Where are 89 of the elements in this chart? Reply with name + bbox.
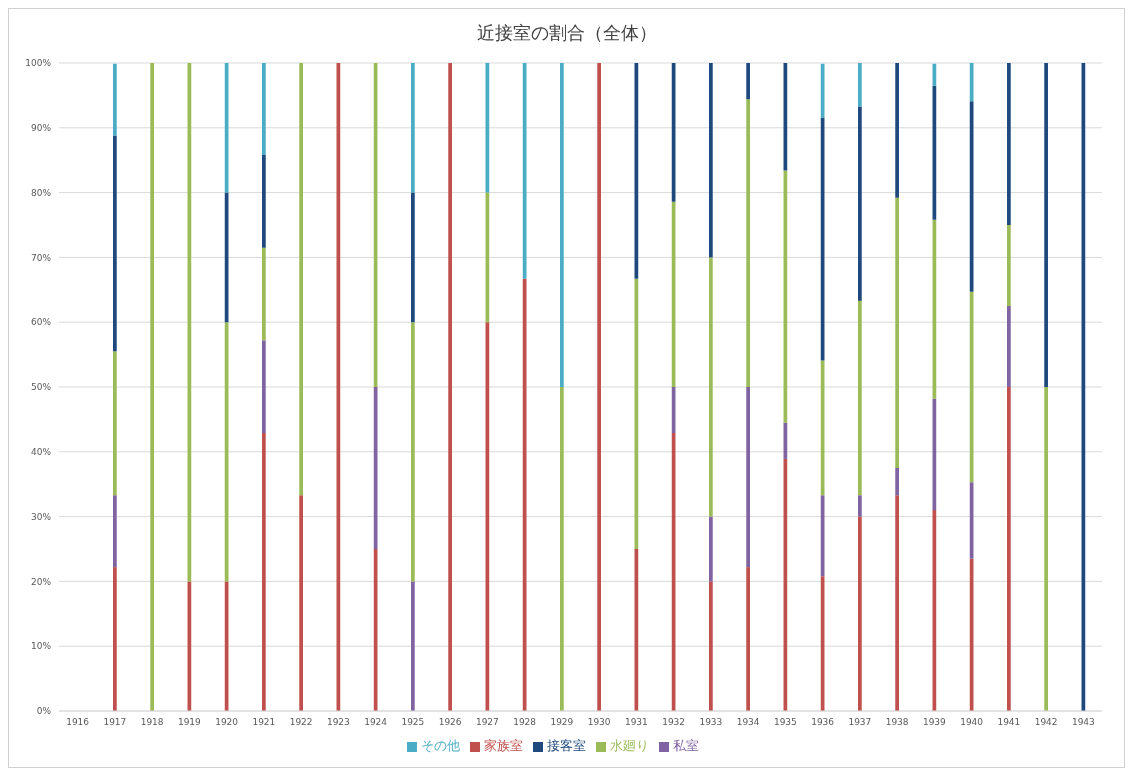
bar	[858, 495, 862, 517]
bar	[1044, 63, 1048, 387]
y-tick-label: 30%	[30, 511, 52, 522]
x-tick-label: 1926	[438, 717, 462, 728]
bar	[746, 387, 750, 568]
bar	[150, 63, 154, 711]
bar	[858, 106, 862, 301]
bar	[411, 63, 415, 193]
y-tick-label: 70%	[30, 252, 52, 263]
x-tick-label: 1928	[513, 717, 537, 728]
bar	[1007, 306, 1011, 387]
bar	[597, 63, 601, 711]
x-tick-label: 1929	[550, 717, 574, 728]
bar	[709, 63, 713, 258]
bar	[709, 516, 713, 582]
x-tick-label: 1919	[177, 717, 202, 728]
bar	[448, 63, 452, 711]
bar	[709, 581, 713, 711]
y-tick-label: 60%	[30, 317, 52, 328]
x-tick-label: 1933	[699, 717, 723, 728]
bar	[113, 63, 117, 136]
x-tick-label: 1940	[960, 717, 984, 728]
bar	[113, 567, 117, 711]
bar	[262, 63, 266, 156]
x-tick-label: 1932	[662, 717, 686, 728]
x-tick-label: 1941	[997, 717, 1021, 728]
x-tick-label: 1922	[289, 717, 313, 728]
y-tick-label: 100%	[25, 58, 52, 69]
x-tick-label: 1939	[922, 717, 947, 728]
x-tick-label: 1942	[1034, 717, 1058, 728]
legend-label: 家族室	[483, 738, 523, 753]
x-tick-label: 1924	[364, 717, 388, 728]
x-tick-label: 1938	[885, 717, 909, 728]
y-tick-label: 20%	[30, 576, 52, 587]
x-tick-label: 1921	[252, 717, 276, 728]
y-tick-label: 80%	[30, 187, 52, 198]
x-tick-label: 1918	[140, 717, 164, 728]
bar	[895, 468, 899, 496]
x-tick-label: 1925	[401, 717, 425, 728]
y-tick-label: 0%	[36, 706, 52, 717]
x-tick-label: 1936	[811, 717, 835, 728]
bar	[1007, 387, 1011, 711]
bar	[113, 351, 117, 496]
bar	[262, 433, 266, 711]
bar	[299, 63, 303, 496]
bar	[1044, 387, 1048, 711]
legend-label: その他	[420, 738, 460, 753]
bar	[299, 495, 303, 711]
bar	[746, 63, 750, 100]
bar	[858, 63, 862, 107]
legend-label: 私室	[672, 738, 699, 753]
legend-label: 接客室	[546, 738, 586, 753]
x-tick-label: 1943	[1071, 717, 1095, 728]
bar	[709, 257, 713, 517]
y-tick-label: 10%	[30, 641, 52, 652]
bar	[411, 322, 415, 582]
bar	[895, 197, 899, 468]
bar	[858, 516, 862, 711]
bar	[262, 155, 266, 248]
x-tick-label: 1937	[848, 717, 872, 728]
x-tick-label: 1916	[66, 717, 90, 728]
bar	[1007, 225, 1011, 306]
bar	[746, 567, 750, 711]
legend-label: 水廻り	[609, 738, 649, 753]
bar	[113, 135, 117, 352]
x-tick-label: 1927	[475, 717, 499, 728]
bar	[895, 63, 899, 198]
y-tick-label: 40%	[30, 446, 52, 457]
x-tick-label: 1923	[326, 717, 350, 728]
bar	[858, 300, 862, 496]
x-tick-label: 1917	[103, 717, 127, 728]
x-tick-label: 1935	[773, 717, 797, 728]
bar	[895, 495, 899, 711]
bar	[560, 63, 564, 387]
bar	[746, 99, 750, 387]
bar	[411, 192, 415, 323]
x-tick-label: 1931	[624, 717, 648, 728]
bar	[411, 581, 415, 711]
y-tick-label: 50%	[30, 382, 52, 393]
chart-title: 近接室の割合（全体）	[475, 21, 658, 45]
bar	[262, 247, 266, 341]
bar	[1007, 63, 1011, 225]
x-tick-label: 1920	[215, 717, 239, 728]
x-tick-label: 1934	[736, 717, 760, 728]
y-tick-label: 90%	[30, 123, 52, 133]
x-tick-label: 1930	[587, 717, 611, 728]
bar	[262, 340, 266, 434]
bar	[560, 387, 564, 711]
bar	[113, 495, 117, 568]
